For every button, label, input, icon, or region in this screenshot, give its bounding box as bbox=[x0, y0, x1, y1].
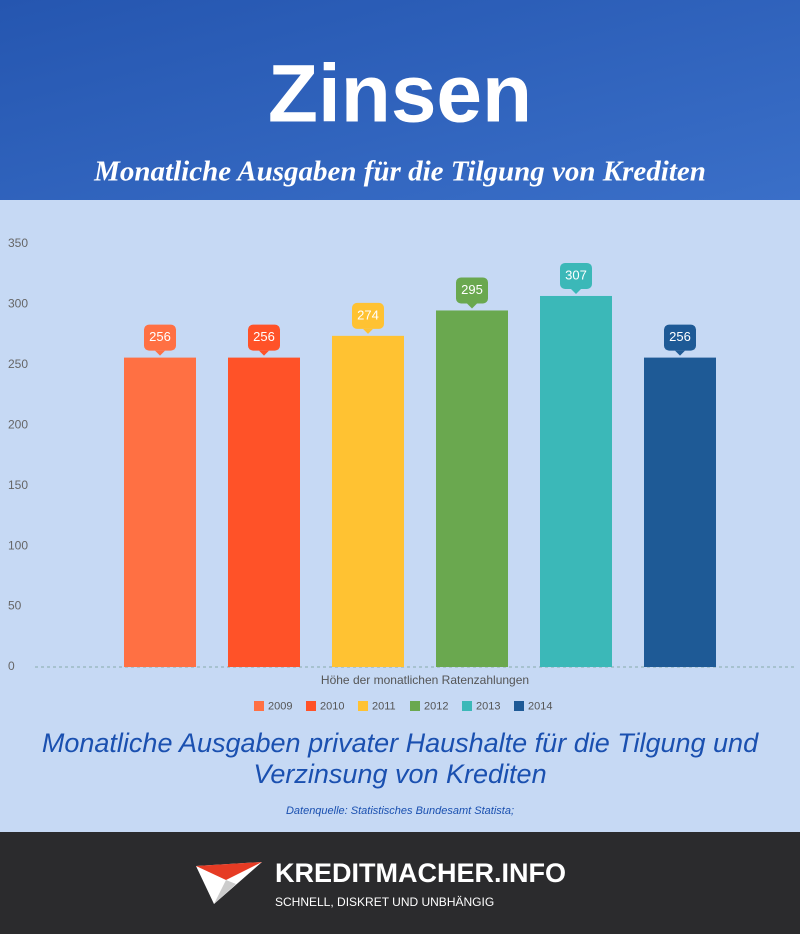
brand: KREDITMACHER.INFO bbox=[275, 858, 566, 888]
tagline: SCHNELL, DISKRET UND UNBHÄNGIG bbox=[275, 895, 494, 909]
legend-swatch bbox=[306, 701, 316, 711]
legend-swatch bbox=[358, 701, 368, 711]
legend-swatch bbox=[410, 701, 420, 711]
value-label: 307 bbox=[565, 267, 587, 282]
value-label-box bbox=[560, 262, 592, 289]
legend-label: 2010 bbox=[320, 700, 344, 712]
value-label-box bbox=[144, 324, 176, 351]
value-label-pointer bbox=[363, 328, 373, 334]
value-label: 256 bbox=[149, 329, 171, 344]
legend-swatch bbox=[462, 701, 472, 711]
value-label-pointer bbox=[675, 350, 685, 356]
value-label: 256 bbox=[253, 329, 275, 344]
y-tick-label: 300 bbox=[8, 297, 28, 311]
y-tick-label: 250 bbox=[8, 357, 28, 371]
bar bbox=[436, 310, 508, 667]
value-label-pointer bbox=[259, 350, 269, 356]
logo bbox=[196, 862, 262, 904]
bar bbox=[540, 295, 612, 667]
value-label: 256 bbox=[669, 329, 691, 344]
value-label-box bbox=[248, 324, 280, 351]
legend-label: 2013 bbox=[476, 700, 500, 712]
bar bbox=[332, 335, 404, 667]
title: Zinsen bbox=[268, 49, 532, 140]
source: Datenquelle: Statistisches Bundesamt Sta… bbox=[285, 805, 515, 817]
y-tick-label: 100 bbox=[8, 538, 28, 552]
value-label: 295 bbox=[461, 282, 483, 297]
value-label-pointer bbox=[467, 303, 477, 309]
value-label-pointer bbox=[571, 288, 581, 294]
bar bbox=[124, 357, 196, 667]
y-tick-label: 50 bbox=[8, 599, 22, 613]
y-tick-label: 350 bbox=[8, 236, 28, 250]
value-label-box bbox=[664, 324, 696, 351]
subtitle: Monatliche Ausgaben für die Tilgung von … bbox=[93, 156, 706, 188]
y-tick-label: 200 bbox=[8, 417, 28, 431]
x-axis-label: Höhe der monatlichen Ratenzahlungen bbox=[321, 673, 529, 687]
legend-swatch bbox=[514, 701, 524, 711]
y-tick-label: 150 bbox=[8, 478, 28, 492]
header-background bbox=[0, 0, 800, 200]
legend-label: 2014 bbox=[528, 700, 552, 712]
legend-swatch bbox=[254, 701, 264, 711]
footer-background bbox=[0, 832, 800, 934]
legend-label: 2012 bbox=[424, 700, 448, 712]
value-label: 274 bbox=[357, 307, 379, 322]
bar bbox=[644, 357, 716, 667]
bar bbox=[228, 357, 300, 667]
value-label-box bbox=[352, 302, 384, 329]
legend-label: 2011 bbox=[372, 700, 396, 712]
value-label-pointer bbox=[155, 350, 165, 356]
legend-label: 2009 bbox=[268, 700, 292, 712]
value-label-box bbox=[456, 277, 488, 304]
caption: Monatliche Ausgaben privater Haushalte f… bbox=[41, 728, 759, 789]
y-tick-label: 0 bbox=[8, 659, 15, 673]
